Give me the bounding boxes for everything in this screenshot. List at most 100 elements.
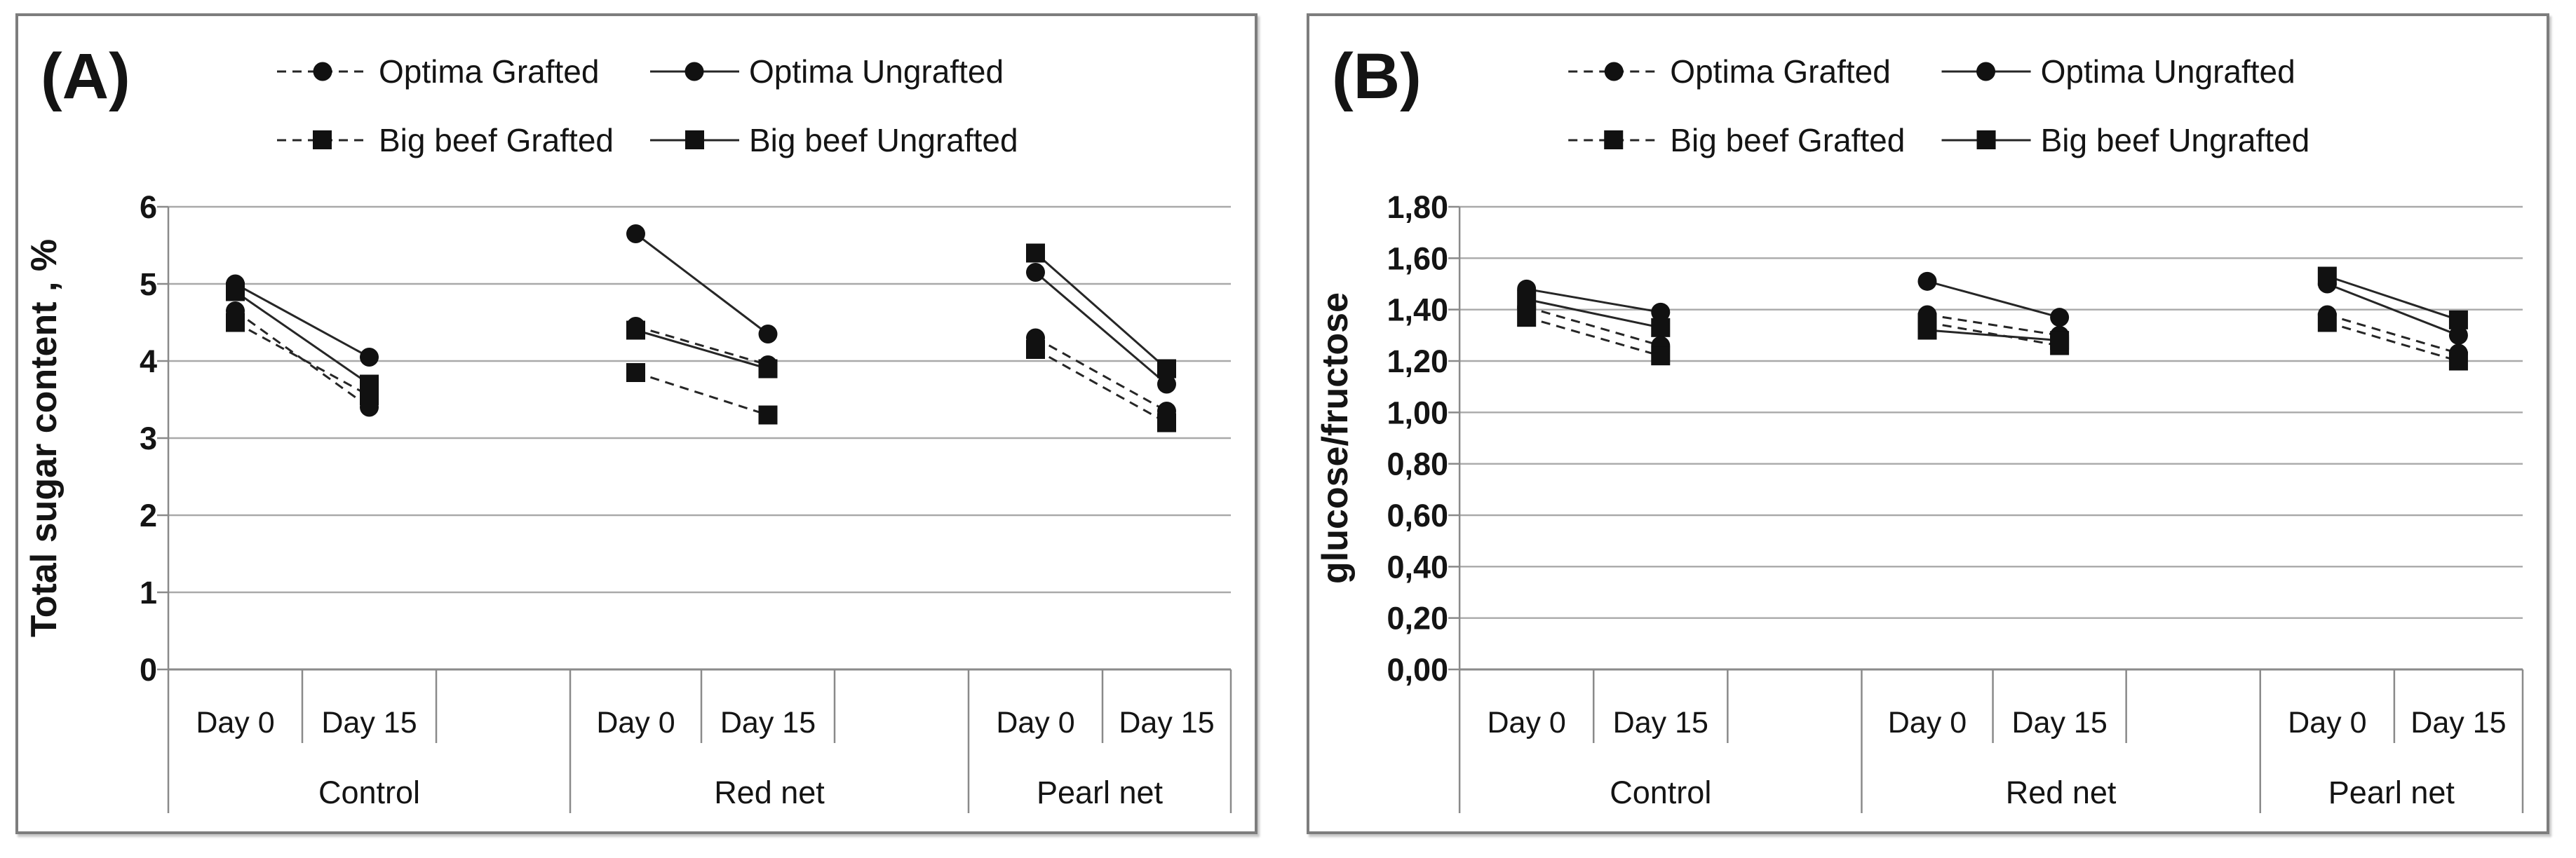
marker-circle-optima-ungrafted	[1917, 271, 1937, 291]
y-axis-title: glucose/fructose	[1315, 292, 1356, 584]
marker-circle-optima-ungrafted	[1651, 302, 1671, 322]
y-tick-label: 0	[140, 652, 157, 688]
legend-label: Big beef Grafted	[379, 122, 614, 158]
x-tick-label: Day 0	[196, 706, 274, 740]
legend-label: Big beef Ungrafted	[2041, 122, 2310, 158]
legend: Optima Grafted Optima Ungrafted Big beef…	[277, 53, 1018, 158]
series-line-optima-grafted	[2326, 313, 2459, 355]
legend-item-optima-grafted: Optima Grafted	[277, 53, 599, 90]
legend-item-optima-ungrafted: Optima Ungrafted	[1941, 53, 2295, 90]
legend-square-marker-icon	[1604, 130, 1624, 149]
x-tick-label: Day 15	[1119, 706, 1214, 740]
marker-square-big-beef-grafted	[2448, 351, 2468, 371]
series-line-optima-ungrafted	[1927, 280, 2061, 319]
y-tick-label: 0,40	[1387, 549, 1448, 585]
legend-square-marker-icon	[685, 130, 704, 149]
marker-square-big-beef-grafted	[2317, 313, 2337, 332]
series-line-big-beef-grafted	[1526, 316, 1661, 358]
x-group-label: Control	[1610, 775, 1711, 810]
marker-square-big-beef-ungrafted	[758, 359, 778, 379]
marker-square-big-beef-grafted	[626, 363, 645, 382]
legend-label: Optima Ungrafted	[2041, 53, 2295, 90]
legend-label: Optima Grafted	[379, 53, 599, 90]
x-group-label: Pearl net	[1037, 775, 1164, 810]
series-line-big-beef-ungrafted	[2326, 275, 2459, 321]
y-tick-label: 0,80	[1387, 447, 1448, 482]
legend-item-big-beef-grafted: Big beef Grafted	[277, 122, 614, 158]
series-line-big-beef-grafted	[2326, 321, 2459, 362]
series-line-big-beef-ungrafted	[1526, 298, 1661, 329]
series-line-optima-grafted	[635, 325, 769, 366]
chart-b-svg: 1,80 1,60 1,40 1,20 1,00 0,80 0,60 0,40 0,20 0,00…	[1315, 40, 2524, 813]
y-tick-label: 6	[140, 189, 157, 225]
y-tick-label: 0,20	[1387, 601, 1448, 636]
marker-square-big-beef-ungrafted	[360, 374, 379, 394]
legend-item-optima-grafted: Optima Grafted	[1568, 53, 1891, 90]
x-tick-label: Day 15	[2410, 706, 2506, 740]
series-line-optima-grafted	[234, 310, 370, 409]
marker-circle-optima-ungrafted	[1026, 263, 1045, 282]
y-tick-label: 1	[140, 575, 157, 611]
marker-square-big-beef-ungrafted	[1517, 290, 1537, 309]
legend-square-marker-icon	[313, 130, 332, 149]
x-tick-label: Day 15	[1613, 706, 1708, 740]
marker-square-big-beef-ungrafted	[2448, 310, 2468, 329]
marker-circle-optima-ungrafted	[360, 348, 379, 367]
marker-square-big-beef-grafted	[1517, 308, 1537, 327]
legend-circle-marker-icon	[1604, 62, 1624, 81]
marker-square-big-beef-ungrafted	[1157, 359, 1176, 379]
legend-square-marker-icon	[1976, 130, 1996, 149]
marker-square-big-beef-grafted	[1651, 346, 1671, 366]
x-tick-label: Day 15	[321, 706, 417, 740]
legend: Optima Grafted Optima Ungrafted Big beef…	[1568, 53, 2309, 158]
marker-circle-optima-ungrafted	[2050, 308, 2070, 327]
y-tick-label: 0,00	[1387, 652, 1448, 688]
x-tick-label: Day 0	[996, 706, 1074, 740]
x-tick-label: Day 0	[1888, 706, 1967, 740]
panel-letter: (A)	[41, 41, 130, 112]
series-line-optima-grafted	[1526, 306, 1661, 347]
y-tick-label: 4	[140, 343, 157, 379]
x-group-label: Red net	[714, 775, 825, 810]
panel-b: 1,80 1,60 1,40 1,20 1,00 0,80 0,60 0,40 0,20 0,00…	[1307, 13, 2549, 834]
series-line-optima-ungrafted	[1526, 287, 1661, 313]
series-line-big-beef-grafted	[635, 372, 769, 416]
series-line-optima-ungrafted	[234, 282, 370, 358]
y-tick-label: 5	[140, 266, 157, 302]
marker-square-big-beef-grafted	[226, 313, 245, 332]
series-line-big-beef-ungrafted	[635, 329, 769, 370]
marker-circle-optima-ungrafted	[758, 325, 778, 343]
legend-item-big-beef-ungrafted: Big beef Ungrafted	[650, 122, 1018, 158]
legend-item-big-beef-grafted: Big beef Grafted	[1568, 122, 1905, 158]
series-line-big-beef-ungrafted	[234, 290, 370, 386]
y-tick-label: 1,20	[1387, 343, 1448, 379]
legend-circle-marker-icon	[685, 62, 704, 81]
y-axis-title: Total sugar content , %	[24, 239, 65, 637]
x-tick-label: Day 0	[596, 706, 675, 740]
legend-label: Optima Ungrafted	[749, 53, 1004, 90]
y-tick-label: 1,60	[1387, 240, 1448, 276]
legend-label: Optima Grafted	[1670, 53, 1891, 90]
marker-square-big-beef-ungrafted	[1026, 243, 1045, 263]
x-tick-label: Day 0	[2288, 706, 2366, 740]
series-line-big-beef-grafted	[234, 321, 370, 397]
marker-square-big-beef-grafted	[1157, 413, 1176, 433]
y-tick-label: 1,80	[1387, 189, 1448, 225]
marker-circle-optima-ungrafted	[2448, 325, 2468, 345]
series-line-optima-ungrafted	[1034, 271, 1168, 386]
series-line-big-beef-ungrafted	[1034, 252, 1168, 370]
series-line-optima-grafted	[1034, 336, 1168, 412]
panel-letter: (B)	[1332, 40, 1422, 112]
plot-area-b: 1,80 1,60 1,40 1,20 1,00 0,80 0,60 0,40 0,20 0,00…	[1387, 189, 2524, 813]
panel-a: 6 5 4 3 2 1 0 Day 0 Day 15 Day 0 Day 15 Day 0 Day 15…	[15, 13, 1257, 834]
marker-square-big-beef-grafted	[1026, 340, 1045, 359]
series-line-optima-ungrafted	[635, 233, 769, 335]
series-line-big-beef-ungrafted	[1927, 329, 2060, 342]
marker-circle-optima-ungrafted	[1157, 374, 1176, 394]
series-line-big-beef-grafted	[1034, 348, 1168, 424]
marker-square-big-beef-ungrafted	[226, 282, 245, 301]
marker-square-big-beef-ungrafted	[1917, 320, 1937, 340]
x-group-label: Control	[318, 775, 420, 810]
plot-area-a: 6 5 4 3 2 1 0 Day 0 Day 15 Day 0 Day 15 Day 0 Day 15…	[140, 189, 1232, 813]
